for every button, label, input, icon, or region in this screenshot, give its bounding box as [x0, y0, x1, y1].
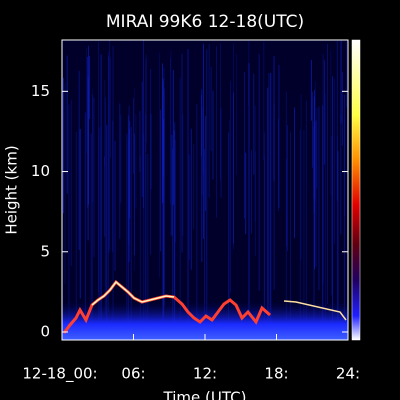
cloud-layer — [283, 300, 347, 321]
y-tick-label: 0 — [40, 322, 50, 340]
chart-title: MIRAI 99K6 12-18(UTC) — [106, 12, 304, 32]
low-layer — [62, 300, 348, 340]
y-axis-label: Height (km) — [3, 145, 21, 234]
x-tick-label: 18: — [264, 365, 288, 383]
x-tick-label: 12-18_00: — [22, 365, 97, 384]
x-tick-label: 24: — [336, 365, 360, 383]
cloud-core — [91, 280, 175, 306]
y-tick-label: 10 — [31, 162, 50, 180]
x-tick-label: 12: — [193, 365, 217, 383]
x-tick-label: 06: — [121, 365, 145, 383]
colorbar — [351, 39, 361, 341]
x-axis-label: Time (UTC) — [163, 389, 247, 400]
y-tick-label: 5 — [40, 242, 50, 260]
y-tick-label: 15 — [31, 82, 50, 100]
